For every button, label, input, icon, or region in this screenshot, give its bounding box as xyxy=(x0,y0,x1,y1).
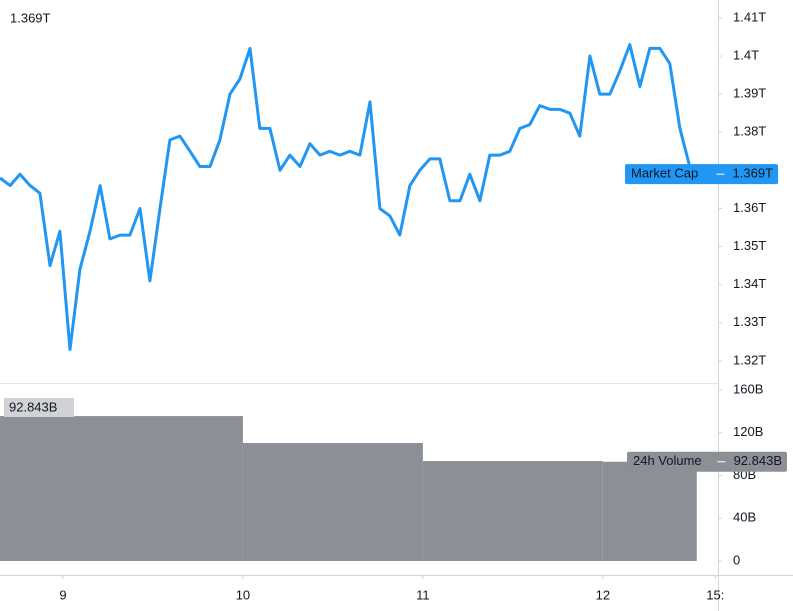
legend-badge xyxy=(625,164,778,185)
legend-name: Market Cap xyxy=(631,166,698,181)
y-tick-label: 40B xyxy=(733,510,756,525)
y-tick-label: 1.4T xyxy=(733,47,759,62)
y-tick-label: 120B xyxy=(733,424,763,439)
x-tick-label: 12 xyxy=(596,587,610,602)
y-tick-label: 1.33T xyxy=(733,314,766,329)
volume-bar xyxy=(0,416,243,561)
current-value-label: 92.843B xyxy=(9,399,57,414)
volume-bar xyxy=(602,461,697,561)
current-value-label-bg xyxy=(4,398,74,417)
volume-bar xyxy=(422,461,603,561)
y-tick-label: 0 xyxy=(733,552,740,567)
y-tick-label: 1.38T xyxy=(733,124,766,139)
legend-value: 92.843B xyxy=(734,453,782,468)
y-tick-label: 1.41T xyxy=(733,9,766,24)
current-value-label: 1.369T xyxy=(10,10,51,25)
price-line xyxy=(0,43,694,351)
legend-badge xyxy=(627,451,787,472)
y-tick-label: 1.35T xyxy=(733,238,766,253)
legend-value: 1.369T xyxy=(733,166,774,181)
y-tick-label: 1.34T xyxy=(733,276,766,291)
y-tick-label: 1.36T xyxy=(733,200,766,215)
y-tick-label: 1.32T xyxy=(733,352,766,367)
y-tick-label: 160B xyxy=(733,381,763,396)
x-tick-label: 11 xyxy=(416,587,430,602)
x-tick-label: 15: xyxy=(706,587,724,602)
legend-name: 24h Volume xyxy=(633,453,702,468)
volume-bar xyxy=(242,442,423,561)
y-tick-label: 1.39T xyxy=(733,86,766,101)
x-tick-label: 9 xyxy=(59,587,66,602)
x-tick-label: 10 xyxy=(236,587,250,602)
